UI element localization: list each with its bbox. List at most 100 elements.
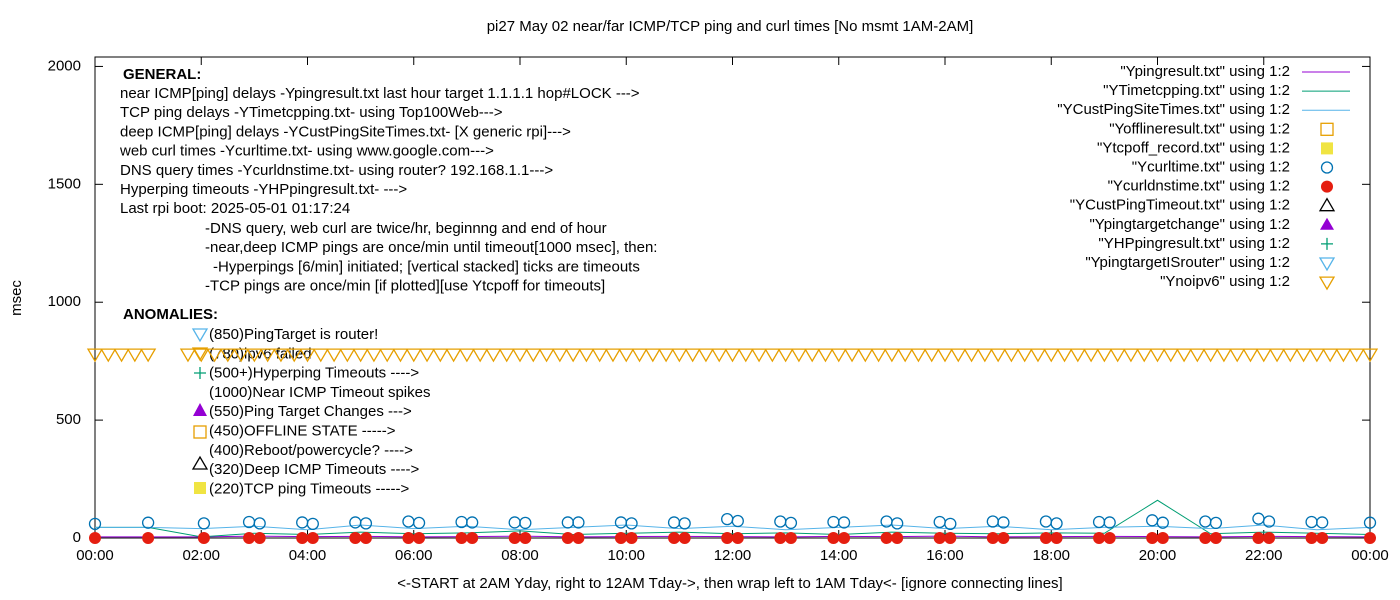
marker-triangle-down xyxy=(551,348,568,363)
x-tick-label: 12:00 xyxy=(714,547,752,564)
marker-triangle-down xyxy=(432,348,449,363)
annotation: -Hyperpings [6/min] initiated; [vertical… xyxy=(213,258,640,275)
marker-triangle-down xyxy=(1308,348,1326,363)
marker-triangle-down xyxy=(989,348,1007,363)
marker-circle xyxy=(306,517,319,531)
annotation: deep ICMP[ping] delays -YCustPingSiteTim… xyxy=(120,123,571,140)
marker-circle xyxy=(678,532,691,544)
x-tick-label: 04:00 xyxy=(289,547,327,564)
marker-circle xyxy=(413,532,426,544)
annotation-heading: ANOMALIES: xyxy=(123,306,218,323)
marker-triangle-down xyxy=(1136,348,1153,363)
marker-triangle-down xyxy=(976,348,993,363)
marker-triangle-down xyxy=(511,348,529,363)
marker-triangle-down xyxy=(830,348,847,363)
annotation: Hyperping timeouts -YHPpingresult.txt- -… xyxy=(120,181,407,198)
marker-triangle-down xyxy=(1202,348,1219,363)
marker-circle xyxy=(784,516,798,530)
annotation: -DNS query, web curl are twice/hr, begin… xyxy=(205,220,607,237)
marker-triangle-down xyxy=(1242,348,1259,363)
marker-triangle-down xyxy=(1162,348,1179,363)
marker-triangle-down xyxy=(1322,348,1339,363)
marker-triangle-down xyxy=(445,348,462,363)
marker-triangle-down xyxy=(1175,348,1193,363)
marker-triangle-down xyxy=(1043,348,1060,363)
marker-triangle-down xyxy=(472,348,489,363)
marker-triangle-down xyxy=(1029,348,1047,363)
marker-circle xyxy=(625,532,638,544)
marker-circle xyxy=(141,516,155,529)
legend-label: "YHPpingresult.txt" using 1:2 xyxy=(1098,235,1290,252)
annotation: (450)OFFLINE STATE -----> xyxy=(209,422,396,439)
marker-circle xyxy=(997,532,1010,544)
marker-circle xyxy=(1262,515,1276,528)
marker-triangle-down xyxy=(591,348,608,363)
x-tick-label: 00:00 xyxy=(1351,547,1389,564)
marker-circle xyxy=(1252,532,1265,544)
icon xyxy=(194,482,206,494)
annotation: (320)Deep ICMP Timeouts ----> xyxy=(209,461,419,478)
marker-triangle-down xyxy=(485,348,502,363)
marker-circle xyxy=(1199,532,1212,544)
marker-triangle-down xyxy=(286,348,303,363)
marker-triangle-down xyxy=(86,348,104,363)
legend-label: "Yofflineresult.txt" using 1:2 xyxy=(1109,120,1290,137)
legend-label: "Ynoipv6" using 1:2 xyxy=(1160,273,1290,290)
annotation: (850)PingTarget is router! xyxy=(209,326,378,343)
series-line xyxy=(95,499,1371,538)
marker-square xyxy=(1320,122,1334,136)
annotation: TCP ping delays -YTimetcpping.txt- using… xyxy=(120,104,503,121)
x-tick-label: 10:00 xyxy=(607,547,645,564)
marker-circle xyxy=(1364,532,1376,544)
marker-triangle-down xyxy=(1282,348,1299,363)
marker-circle xyxy=(197,532,210,544)
annotation: (220)TCP ping Timeouts -----> xyxy=(209,480,409,497)
marker-circle xyxy=(891,517,904,530)
x-tick-label: 14:00 xyxy=(820,547,858,564)
marker-triangle-down xyxy=(379,348,396,363)
marker-circle xyxy=(986,532,999,544)
annotation: (550)Ping Target Changes ---> xyxy=(209,403,412,420)
marker-triangle xyxy=(1318,197,1336,212)
marker-triangle-down xyxy=(1096,348,1113,363)
marker-circle xyxy=(625,517,638,530)
marker-triangle-down xyxy=(365,348,383,363)
marker-triangle-down xyxy=(1255,348,1272,363)
marker-triangle-down xyxy=(790,348,808,363)
marker-circle xyxy=(142,532,155,544)
marker-circle xyxy=(296,532,309,544)
marker-circle xyxy=(1316,516,1329,529)
marker-circle xyxy=(731,514,744,528)
marker-circle xyxy=(678,517,691,530)
marker-circle xyxy=(519,532,532,544)
marker-triangle-down xyxy=(644,348,661,363)
marker-circle xyxy=(1050,517,1063,530)
marker-triangle-down xyxy=(618,348,635,363)
x-tick-label: 08:00 xyxy=(501,547,539,564)
marker-circle xyxy=(827,532,840,544)
icon xyxy=(193,425,207,439)
marker-triangle-down xyxy=(843,348,861,363)
marker-triangle-down xyxy=(525,348,542,363)
annotation: DNS query times -Ycurldnstime.txt- using… xyxy=(120,162,553,179)
marker-circle xyxy=(197,517,211,530)
marker-triangle-down xyxy=(1215,348,1233,363)
marker-circle xyxy=(837,516,851,529)
marker-triangle-down xyxy=(817,348,834,363)
marker-triangle-down xyxy=(1082,348,1100,363)
y-tick-label: 1000 xyxy=(48,293,81,310)
legend-label: "YTimetcpping.txt" using 1:2 xyxy=(1103,82,1290,99)
marker-triangle-down xyxy=(1122,348,1140,363)
marker-circle xyxy=(243,532,256,544)
marker-triangle-down xyxy=(1229,348,1246,363)
marker-circle xyxy=(731,532,744,544)
y-tick-label: 2000 xyxy=(48,57,81,74)
marker-triangle-down xyxy=(750,348,768,363)
marker-triangle-down xyxy=(139,348,157,363)
marker-circle xyxy=(1363,516,1377,529)
marker-triangle-down xyxy=(312,348,329,363)
marker-circle xyxy=(614,532,627,544)
marker-triangle-down xyxy=(1348,348,1365,363)
marker-circle xyxy=(253,517,266,530)
